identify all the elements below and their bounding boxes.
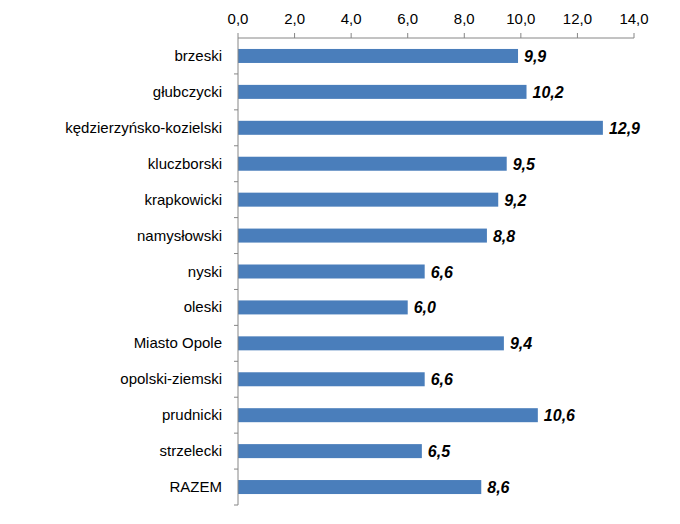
y-tick [234,325,238,326]
bar [238,336,504,350]
data-label: 9,4 [510,335,532,352]
y-tick [234,289,238,290]
category-label: RAZEM [170,478,223,495]
y-tick [234,73,238,74]
y-axis-line [238,38,239,505]
data-label: 8,8 [493,228,515,245]
x-tick [464,33,465,38]
x-tick-label: 4,0 [341,10,362,27]
x-tick-label: 2,0 [284,10,305,27]
data-label: 9,2 [504,192,526,209]
bar [238,85,527,99]
data-label: 6,6 [431,264,453,281]
data-label: 6,6 [431,371,453,388]
x-tick-label: 10,0 [506,10,535,27]
bar [238,49,518,63]
category-label: brzeski [174,47,222,64]
bar [238,372,425,386]
data-label: 8,6 [487,479,509,496]
category-label: opolski-ziemski [120,370,222,387]
x-tick [520,33,521,38]
bars [238,49,603,494]
x-tick-label: 8,0 [454,10,475,27]
x-tick-label: 0,0 [228,10,249,27]
data-label: 6,5 [428,443,451,460]
x-tick [577,33,578,38]
chart: 0,0 2,0 4,0 6,0 8,0 10,0 12,0 14,0 brzeski głubcz… [0,0,680,524]
y-tick [234,253,238,254]
data-label: 12,9 [609,120,640,137]
bar [238,300,408,314]
x-tick [407,33,408,38]
category-label: oleski [184,298,222,315]
y-tick [234,217,238,218]
x-tick [351,33,352,38]
x-tick [634,33,635,38]
y-tick [234,469,238,470]
y-tick [234,361,238,362]
bar [238,265,425,279]
bar [238,408,538,422]
y-tick [234,109,238,110]
y-tick [234,505,238,506]
category-label: głubczycki [153,83,222,100]
y-tick [234,433,238,434]
y-tick [234,181,238,182]
data-label: 6,0 [414,299,436,316]
category-label: Miasto Opole [134,334,222,351]
category-label: kędzierzyńsko-kozielski [65,119,222,136]
y-tick [234,145,238,146]
bar [238,121,603,135]
bar [238,229,487,243]
data-label: 10,2 [533,84,564,101]
x-tick [294,33,295,38]
x-tick [238,33,239,38]
bar [238,193,498,207]
category-label: strzelecki [159,442,222,459]
x-axis-line [238,38,634,39]
data-label: 10,6 [544,407,575,424]
y-tick [234,397,238,398]
bar [238,157,507,171]
x-tick-label: 12,0 [563,10,592,27]
category-label: krapkowicki [144,191,222,208]
category-label: kluczborski [148,155,222,172]
category-label: nyski [188,263,222,280]
x-tick-label: 14,0 [619,10,648,27]
x-tick-label: 6,0 [397,10,418,27]
category-label: namysłowski [137,227,222,244]
data-label: 9,5 [513,156,536,173]
data-label: 9,9 [524,48,546,65]
category-label: prudnicki [162,406,222,423]
bar [238,444,422,458]
bar [238,480,481,494]
